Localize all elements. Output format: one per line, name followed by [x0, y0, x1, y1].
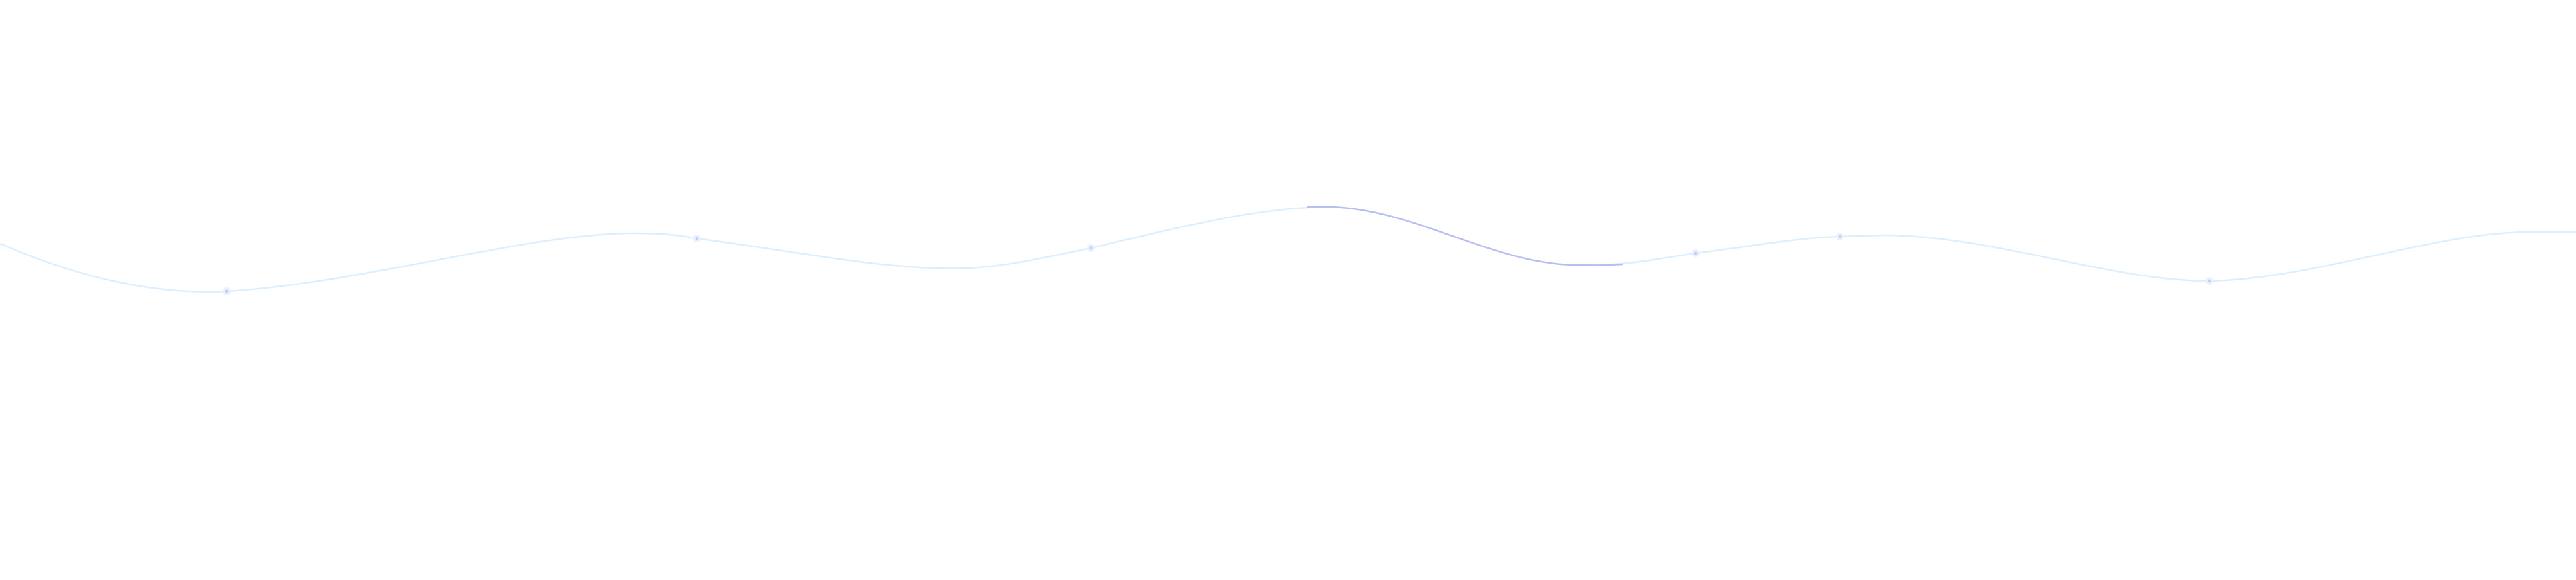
wave-marker-dot	[695, 237, 699, 240]
wave-highlight-segment	[1307, 206, 1624, 266]
wave-marker-dot	[1838, 235, 1842, 238]
wave-marker-dot	[2208, 279, 2211, 283]
wave-marker-dot	[1694, 251, 1698, 255]
wave-marker-dot	[225, 289, 229, 293]
wave-line	[0, 206, 2576, 293]
wave-marker-dot	[1089, 246, 1093, 250]
wave-markers	[223, 233, 2213, 295]
